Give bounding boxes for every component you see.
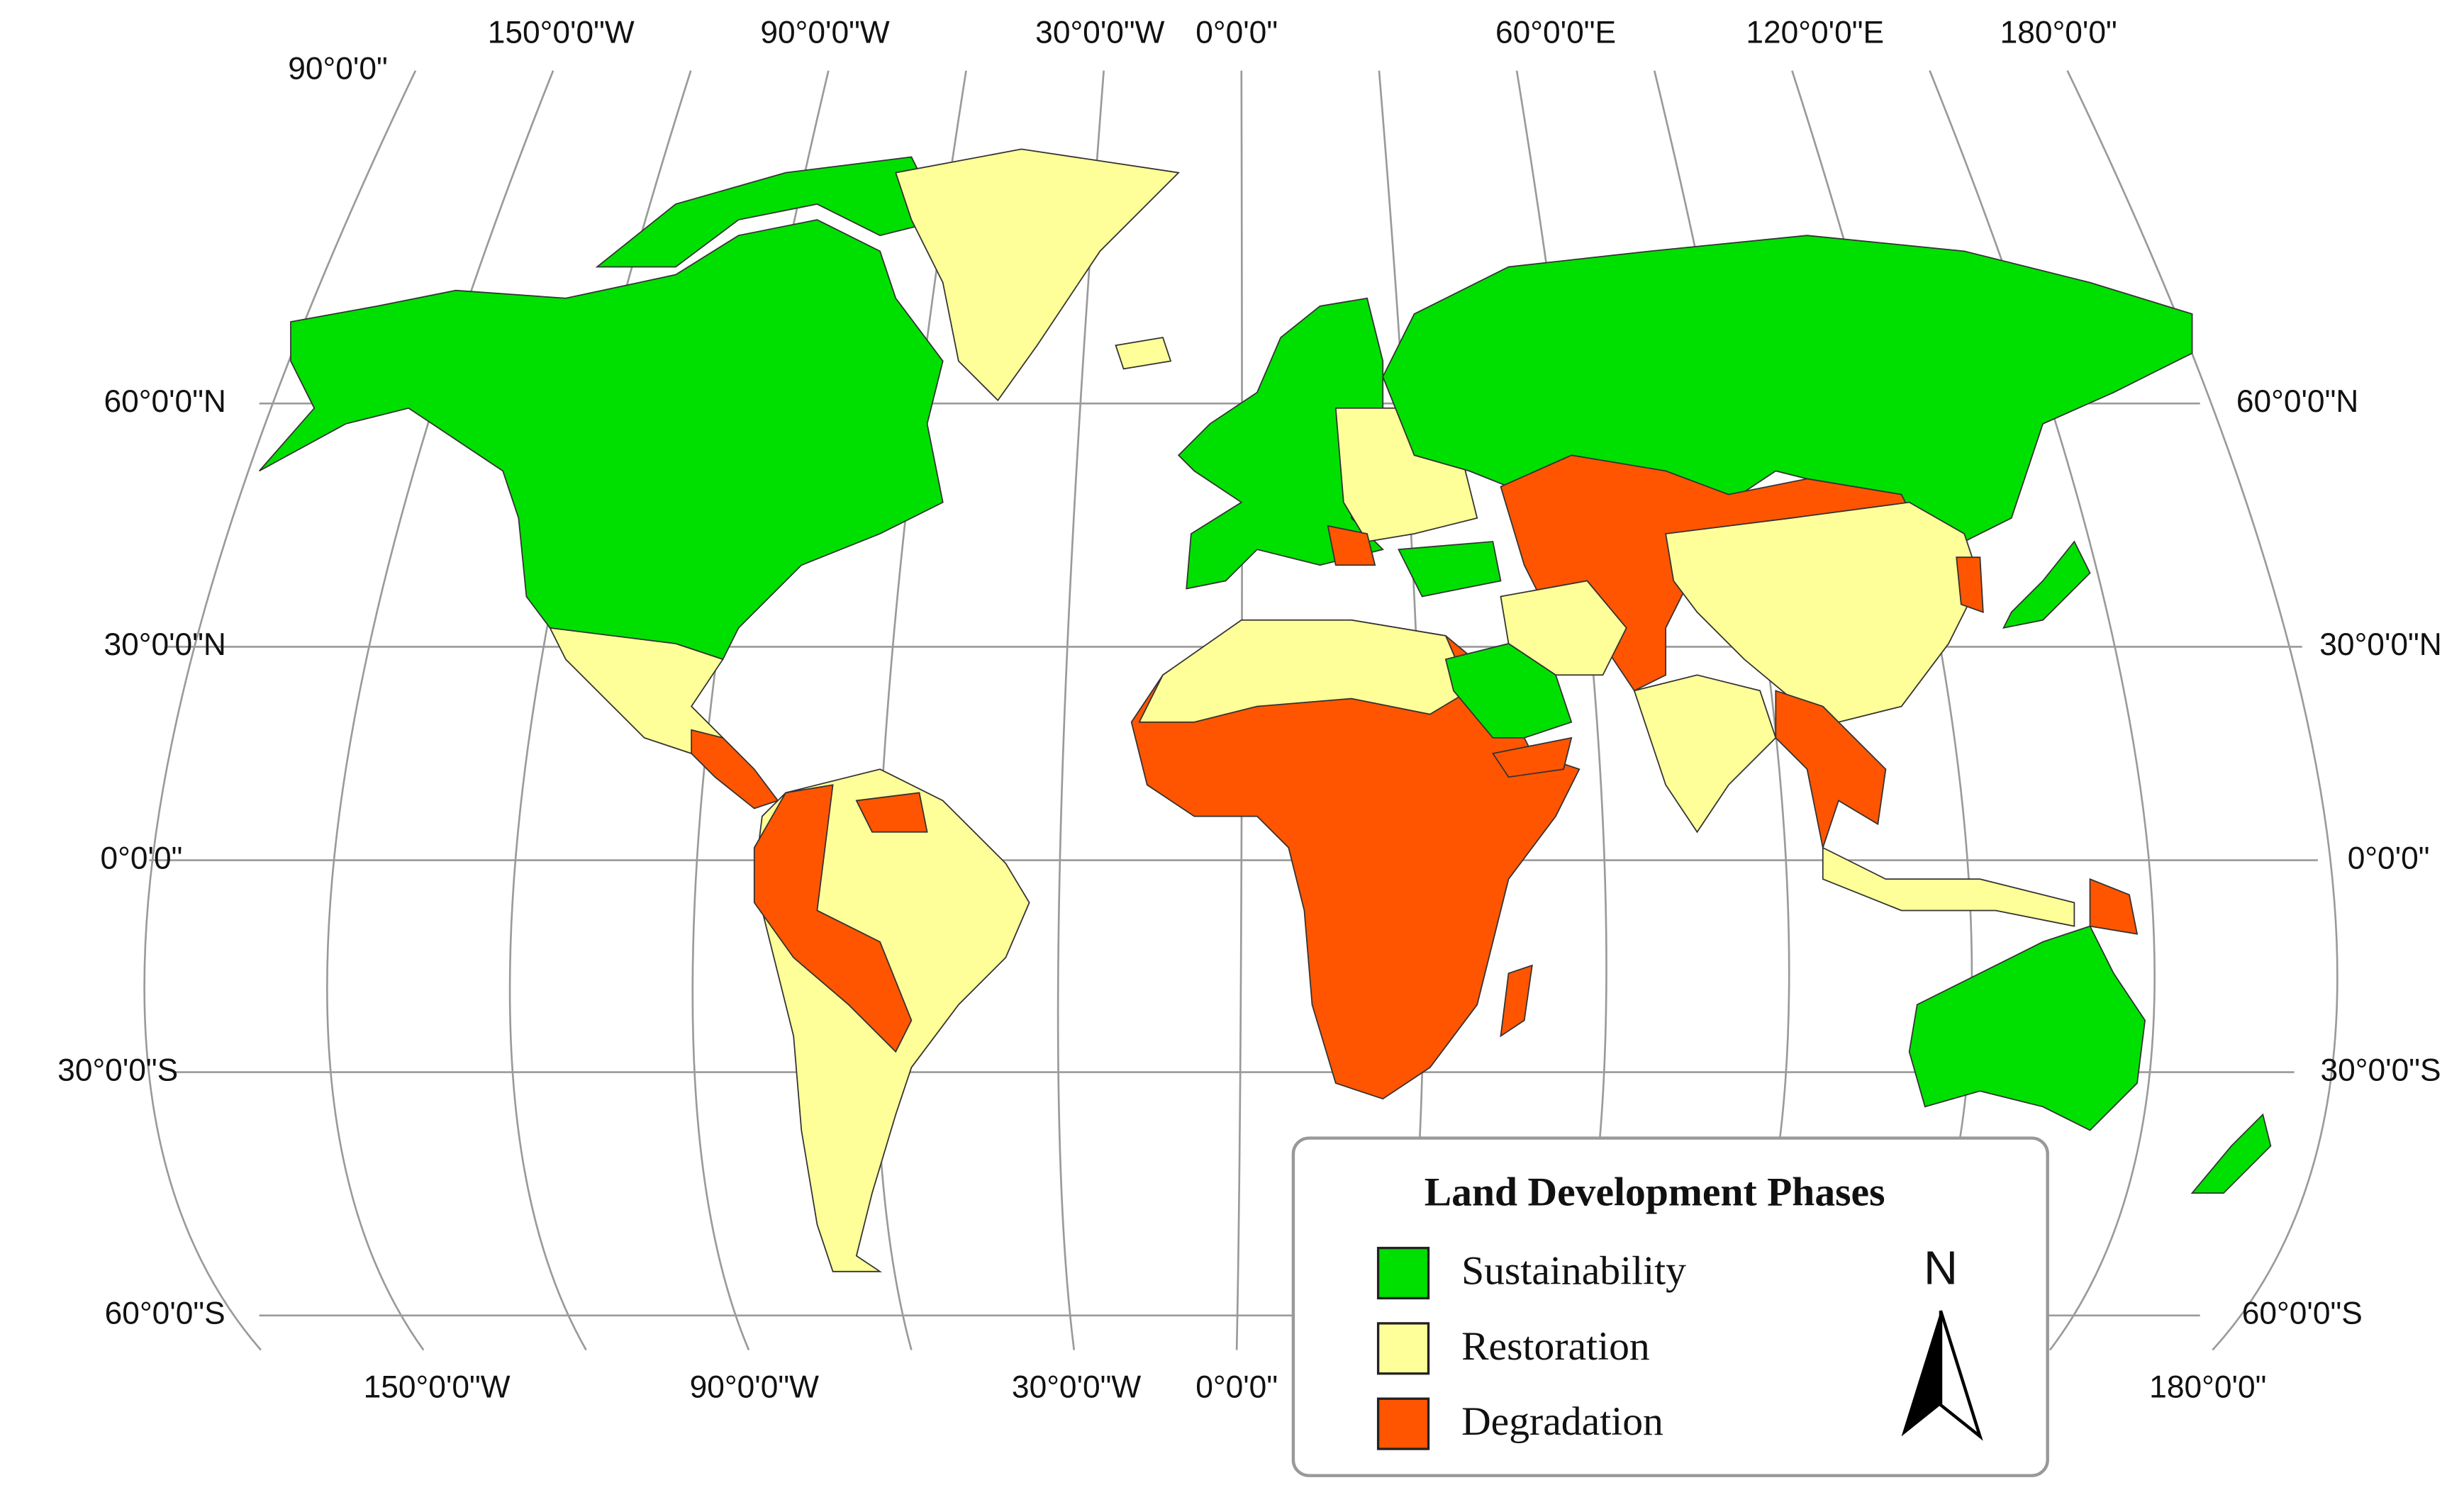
north-arrow-left: [1901, 1311, 1941, 1437]
countries: [259, 148, 2272, 1272]
country: [1115, 337, 1172, 370]
country: [1633, 674, 1777, 834]
legend-box: [1291, 1136, 2049, 1477]
coordinate-label: 30°0'0"N: [2319, 627, 2442, 662]
coordinate-label: 60°0'0"N: [2236, 384, 2359, 419]
country: [2002, 540, 2091, 629]
legend-swatch: [1376, 1246, 1430, 1300]
coordinate-label: 30°0'0"N: [104, 627, 226, 662]
coordinate-label: 30°0'0"W: [1012, 1370, 1142, 1405]
legend: Land Development Phases Sustainability Re…: [1291, 1136, 2049, 1477]
coordinate-label: 180°0'0": [2000, 15, 2117, 50]
meridian: [143, 70, 417, 1351]
coordinate-label: 60°0'0"S: [2242, 1296, 2363, 1331]
meridian: [326, 70, 554, 1351]
country: [1665, 501, 1981, 723]
coordinate-label: 90°0'0"W: [690, 1370, 820, 1405]
meridian: [1057, 70, 1105, 1350]
country: [259, 219, 944, 661]
coordinate-label: 60°0'0"E: [1495, 15, 1616, 50]
country: [1327, 525, 1376, 566]
coordinate-label: 30°0'0"S: [57, 1053, 178, 1087]
legend-label: Restoration: [1461, 1324, 1650, 1369]
country: [1398, 541, 1502, 598]
country: [1500, 964, 1533, 1038]
coordinate-label: 60°0'0"N: [104, 384, 226, 419]
coordinate-label: 30°0'0"S: [2321, 1053, 2441, 1087]
legend-items: Sustainability Restoration Degradation: [1376, 1246, 1686, 1450]
country: [2089, 878, 2139, 935]
legend-swatch: [1376, 1397, 1430, 1450]
country: [1822, 846, 2075, 927]
coordinate-label: 150°0'0"W: [364, 1370, 511, 1405]
country: [1775, 690, 1887, 851]
coordinate-label: 150°0'0"W: [488, 15, 635, 50]
coordinate-label: 90°0'0": [288, 51, 388, 86]
coordinate-label: 90°0'0"W: [760, 15, 890, 50]
country: [1956, 556, 1984, 613]
country: [691, 729, 779, 809]
country: [1491, 736, 1573, 778]
north-label: N: [1924, 1242, 1958, 1294]
country: [595, 156, 944, 268]
legend-title: Land Development Phases: [1425, 1170, 1885, 1215]
coordinate-label: 120°0'0"E: [1746, 15, 1884, 50]
coordinate-label: 0°0'0": [2348, 841, 2430, 875]
graticule-labels: 90°0'0" 150°0'0"W 90°0'0"W 30°0'0"W 0°0'0" 60…: [57, 15, 2442, 1404]
legend-label: Degradation: [1461, 1399, 1663, 1444]
coordinate-label: 180°0'0": [2149, 1370, 2266, 1405]
coordinate-label: 0°0'0": [101, 841, 183, 875]
coordinate-label: 0°0'0": [1195, 15, 1278, 50]
legend-label: Sustainability: [1461, 1248, 1686, 1293]
country: [2190, 1113, 2272, 1194]
country: [1908, 925, 2146, 1131]
legend-swatch: [1376, 1322, 1430, 1375]
coordinate-label: 30°0'0"W: [1035, 15, 1165, 50]
country: [895, 148, 1181, 402]
coordinate-label: 60°0'0"S: [105, 1296, 225, 1331]
coordinate-label: 0°0'0": [1195, 1370, 1278, 1405]
meridian: [2066, 70, 2338, 1351]
country: [1138, 619, 1471, 723]
country: [855, 792, 928, 833]
country: [753, 784, 913, 1053]
country: [1444, 643, 1573, 739]
north-arrow-right: [1939, 1310, 1983, 1441]
meridian: [1235, 70, 1243, 1350]
